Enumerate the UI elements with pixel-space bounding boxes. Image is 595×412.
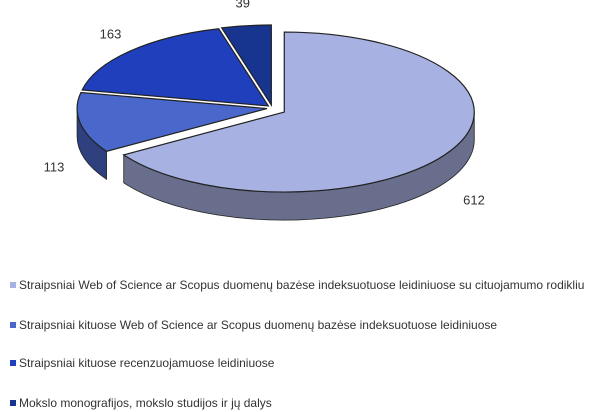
legend-swatch bbox=[10, 360, 16, 366]
legend-entry: Straipsniai Web of Science ar Scopus duo… bbox=[10, 278, 594, 292]
pie-area: 612 113 163 39 bbox=[44, 0, 485, 221]
legend-label: Straipsniai Web of Science ar Scopus duo… bbox=[19, 278, 585, 292]
slice bbox=[220, 24, 272, 108]
data-label: 39 bbox=[236, 0, 250, 11]
legend-swatch bbox=[10, 282, 16, 288]
data-label: 113 bbox=[44, 160, 65, 175]
legend-entry: Mokslo monografijos, mokslo studijos ir … bbox=[10, 396, 594, 410]
legend-label: Mokslo monografijos, mokslo studijos ir … bbox=[19, 396, 272, 410]
legend-swatch bbox=[10, 322, 16, 328]
legend-label: Straipsniai kituose Web of Science ar Sc… bbox=[19, 318, 498, 332]
slice bbox=[81, 28, 270, 107]
legend-entry: Straipsniai kituose Web of Science ar Sc… bbox=[10, 318, 594, 332]
slice bbox=[76, 91, 268, 152]
data-label: 612 bbox=[463, 193, 485, 208]
data-label: 163 bbox=[100, 27, 122, 42]
legend-swatch bbox=[10, 400, 16, 406]
slice bbox=[122, 31, 475, 193]
legend-label: Straipsniai kituose recenzuojamuose leid… bbox=[19, 356, 275, 370]
legend-entry: Straipsniai kituose recenzuojamuose leid… bbox=[10, 356, 594, 370]
pie-tops bbox=[76, 24, 475, 193]
